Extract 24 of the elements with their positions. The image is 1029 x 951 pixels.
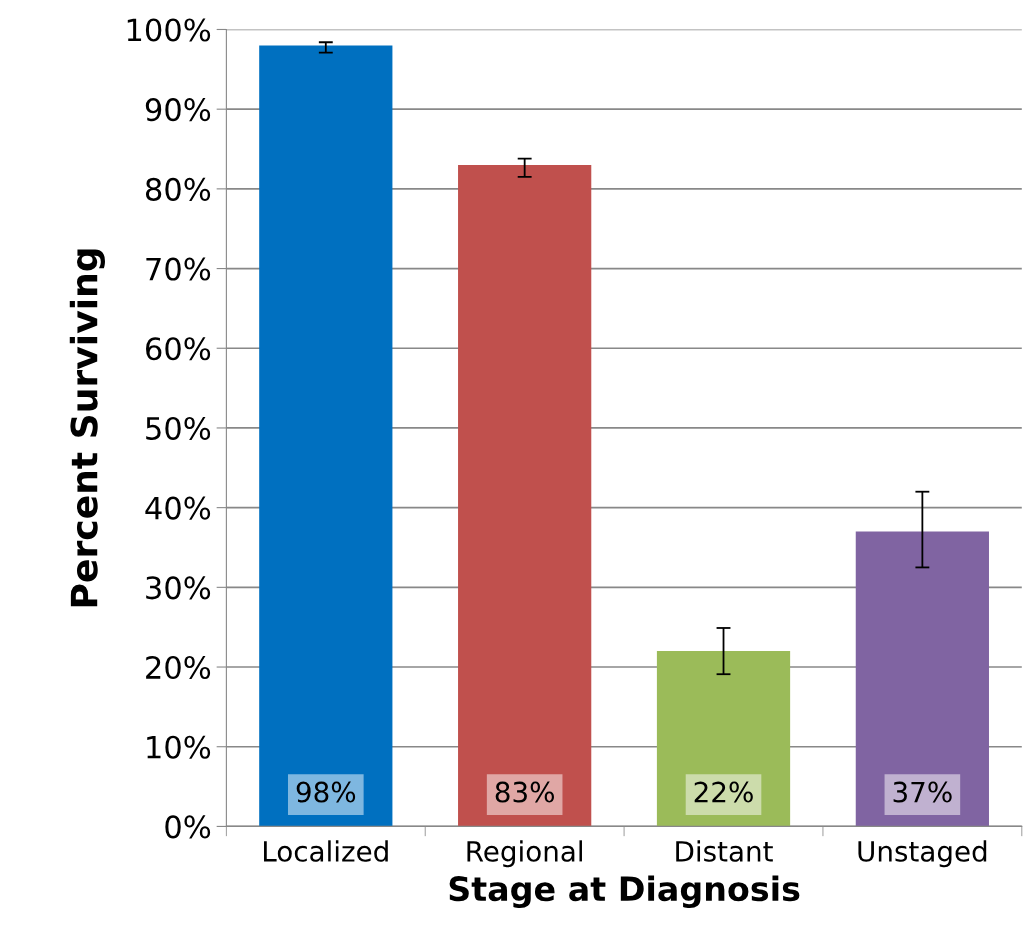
bar bbox=[259, 45, 393, 827]
data-label: 98% bbox=[296, 781, 356, 803]
y-tick-label: 60% bbox=[146, 337, 211, 361]
y-tick-label: 70% bbox=[146, 257, 211, 281]
bar bbox=[855, 531, 989, 827]
y-tick-label: 10% bbox=[147, 735, 211, 759]
data-label: 83% bbox=[495, 781, 554, 803]
y-tick-label: 100% bbox=[127, 18, 211, 42]
x-axis-title: Stage at Diagnosis bbox=[449, 875, 800, 909]
y-tick-label: 80% bbox=[145, 177, 211, 201]
data-label: 37% bbox=[893, 781, 952, 803]
y-tick-label: 0% bbox=[165, 815, 211, 839]
y-axis-title: Percent Surviving bbox=[69, 249, 105, 607]
y-tick-label: 50% bbox=[146, 416, 211, 440]
data-label: 22% bbox=[694, 781, 753, 803]
y-tick-label: 40% bbox=[145, 496, 211, 520]
y-tick-label: 90% bbox=[145, 98, 211, 122]
x-tick-label: Unstaged bbox=[858, 840, 987, 868]
bar bbox=[458, 164, 592, 827]
x-tick-label: Distant bbox=[676, 840, 773, 862]
y-tick-label: 30% bbox=[146, 576, 211, 600]
x-tick-label: Regional bbox=[467, 840, 582, 868]
x-tick-label: Localized bbox=[264, 840, 388, 862]
y-tick-label: 20% bbox=[146, 655, 211, 680]
